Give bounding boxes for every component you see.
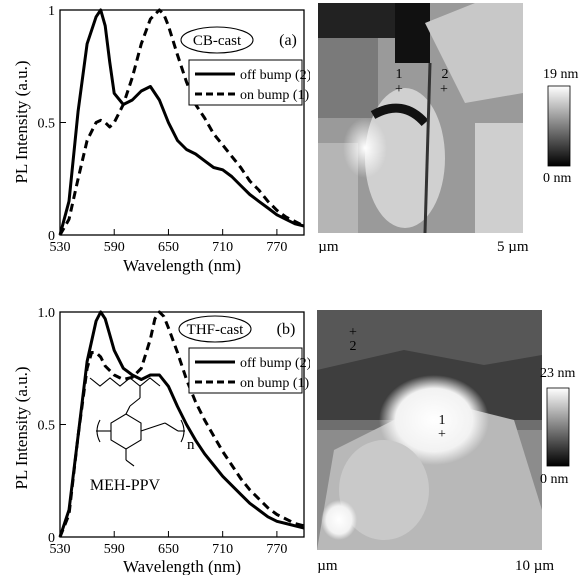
series-line-off-bump <box>58 310 305 538</box>
afm-marker-cross: + <box>438 427 446 442</box>
afm-marker-label: 2 <box>350 339 357 354</box>
panel-label: (b) <box>277 321 296 338</box>
x-tick-label: 530 <box>50 240 71 255</box>
panel-label: (a) <box>279 32 297 49</box>
pl-spectrum-chart-b: 530 590 650 710 770 0 0.5 1.0 PL Intensity (a.u… <box>12 306 310 575</box>
height-scale-bar <box>546 387 570 467</box>
afm-marker-cross: + <box>349 325 357 340</box>
y-axis-label: PL Intensity (a.u.) <box>12 60 31 183</box>
x-axis-label: Wavelength (nm) <box>123 256 241 275</box>
y-tick-label: 0.5 <box>38 117 56 132</box>
x-tick-label: 650 <box>158 542 179 557</box>
plot-frame <box>59 311 305 538</box>
x-start-label: 0 µm <box>314 558 338 574</box>
meh-ppv-structure <box>89 377 185 467</box>
afm-marker-label: 2 <box>442 67 449 82</box>
series-line-off-bump <box>58 8 305 236</box>
inset-label: MEH-PPV <box>90 477 161 494</box>
x-tick-label: 710 <box>212 542 233 557</box>
series-group <box>58 8 305 236</box>
legend-box <box>188 347 303 394</box>
y-tick-label: 0.5 <box>38 419 56 434</box>
x-end-label: 10 µm <box>515 558 554 574</box>
x-tick-label: 590 <box>104 542 125 557</box>
afm-marker-label: 1 <box>439 413 446 428</box>
sample-label-oval <box>180 26 254 54</box>
height-scale-bar <box>547 85 571 167</box>
x-tick-label: 530 <box>50 542 71 557</box>
x-tick-label: 590 <box>104 240 125 255</box>
inset-subscript: n <box>187 437 195 453</box>
y-tick-label: 1.0 <box>38 306 56 321</box>
afm-marker-label: 1 <box>396 67 403 82</box>
afm-texture <box>318 3 523 234</box>
afm-image-b: + 2 1 + 23 nm 0 nm 0 µm 10 µm <box>314 310 576 574</box>
y-tick-label: 0 <box>48 531 55 546</box>
afm-marker-cross: + <box>440 82 448 97</box>
scale-max-label: 19 nm <box>543 67 579 82</box>
x-tick-label: 650 <box>158 240 179 255</box>
axis-ticks: 530 590 650 710 770 0 0.5 1.0 <box>38 306 288 557</box>
legend-label: on bump (1) <box>240 376 310 391</box>
legend-box <box>188 59 303 106</box>
legend-label: off bump (2) <box>240 356 310 371</box>
x-tick-label: 770 <box>266 542 287 557</box>
afm-texture <box>317 310 542 550</box>
x-start-label: 0 µm <box>315 239 339 253</box>
pl-spectrum-chart-a: 530 590 650 710 770 0 0.5 1 PL Intensity (a.u.)… <box>12 4 310 275</box>
y-tick-label: 1 <box>48 4 55 19</box>
x-end-label: 5 µm <box>497 239 529 253</box>
series-group <box>58 310 305 538</box>
scale-max-label: 23 nm <box>540 366 576 381</box>
afm-image-a: 1 + 2 + 19 nm 0 nm 0 µm 5 µm <box>315 3 579 253</box>
legend-label: on bump (1) <box>240 88 310 103</box>
series-line-on-bump <box>58 310 305 538</box>
scale-min-label: 0 nm <box>543 171 572 186</box>
legend-label: off bump (2) <box>240 68 310 83</box>
scale-min-label: 0 nm <box>540 472 569 487</box>
sample-label: THF-cast <box>187 322 244 338</box>
series-line-on-bump <box>58 8 305 236</box>
afm-marker-cross: + <box>395 82 403 97</box>
y-axis-label: PL Intensity (a.u.) <box>12 366 31 489</box>
axis-ticks: 530 590 650 710 770 0 0.5 1 <box>38 4 288 255</box>
x-tick-label: 710 <box>212 240 233 255</box>
x-tick-label: 770 <box>266 240 287 255</box>
sample-label-oval <box>178 315 252 343</box>
sample-label: CB-cast <box>193 33 242 49</box>
y-tick-label: 0 <box>48 229 55 244</box>
x-axis-label: Wavelength (nm) <box>123 557 241 575</box>
